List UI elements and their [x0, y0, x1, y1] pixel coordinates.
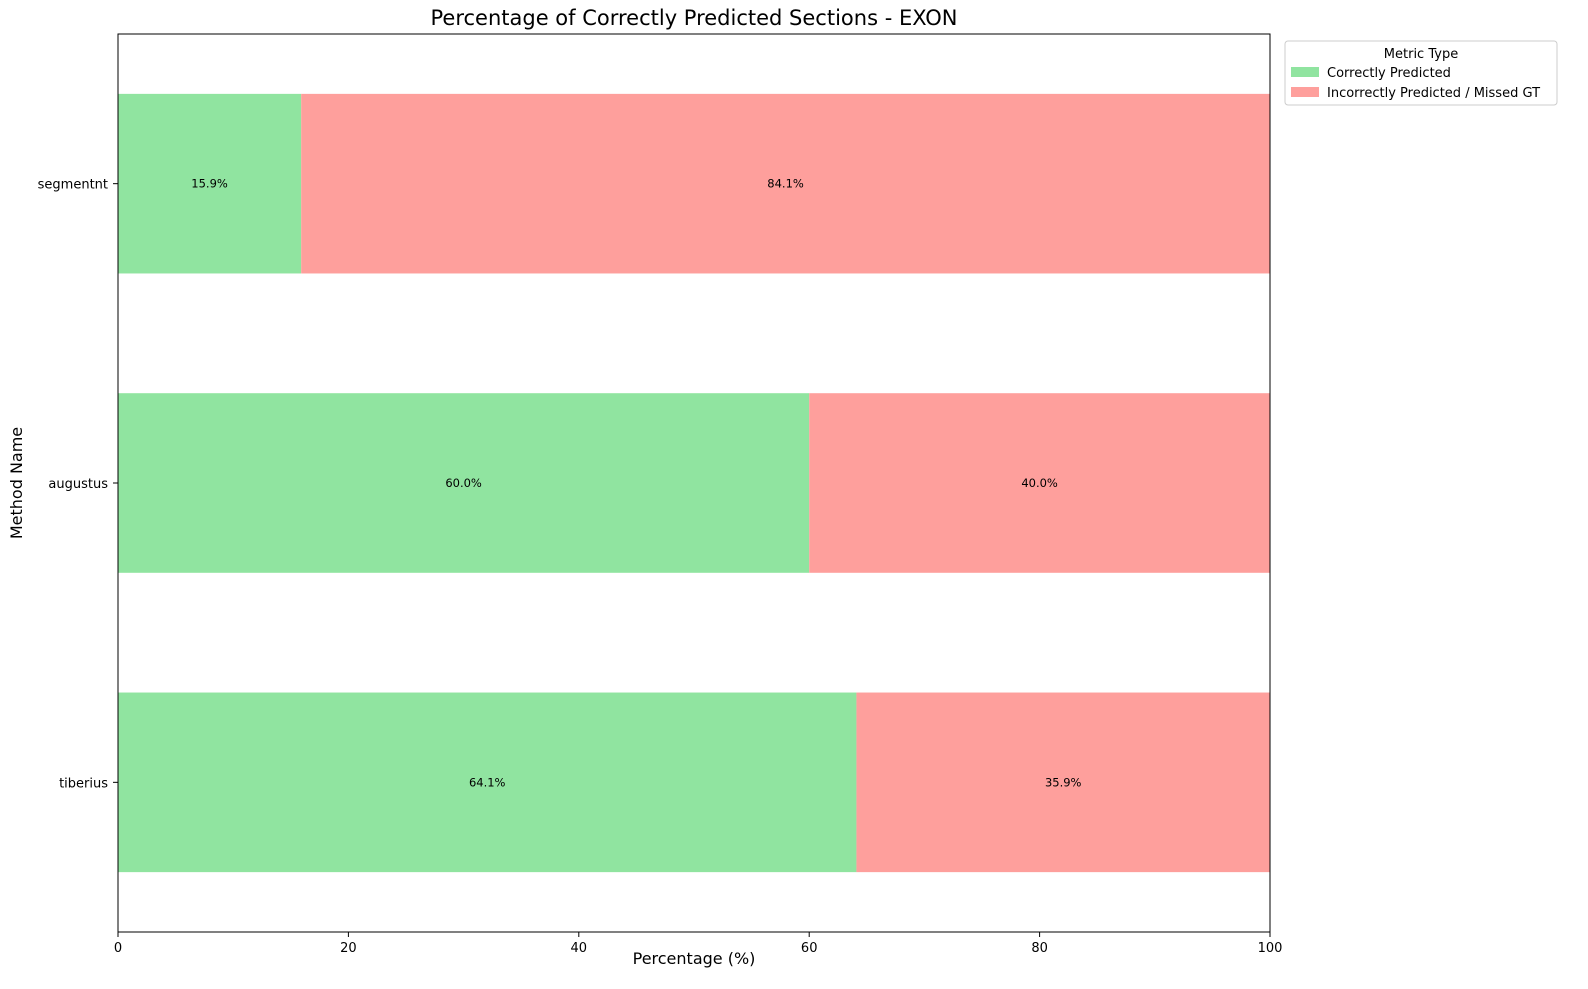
bar-tiberius-incorrect	[856, 692, 1270, 873]
chart-title: Percentage of Correctly Predicted Sectio…	[430, 6, 957, 30]
y-tick-label-augustus: augustus	[48, 477, 108, 492]
legend-swatch-correct	[1291, 67, 1319, 77]
x-tick-label: 100	[1258, 941, 1283, 956]
x-tick-label: 0	[114, 941, 122, 956]
bar-segmentnt-correct	[118, 93, 302, 274]
x-axis: 0 20 40 60 80 100	[114, 932, 1283, 956]
y-tick-label-segmentnt: segmentnt	[38, 178, 108, 193]
bar-segmentnt-incorrect	[301, 93, 1271, 274]
bar-augustus-correct	[118, 393, 810, 573]
x-tick-label: 40	[571, 941, 588, 956]
bar-label-segmentnt-correct: 15.9%	[191, 177, 228, 191]
x-tick-label: 60	[801, 941, 818, 956]
legend: Metric Type Correctly Predicted Incorrect…	[1284, 40, 1558, 106]
bars-group	[118, 93, 1271, 873]
y-tick-label-tiberius: tiberius	[59, 776, 108, 791]
bar-label-tiberius-incorrect: 35.9%	[1045, 775, 1082, 789]
x-axis-label: Percentage (%)	[633, 949, 756, 968]
bar-label-segmentnt-incorrect: 84.1%	[767, 177, 804, 191]
y-axis: segmentnt augustus tiberius	[38, 178, 118, 791]
legend-title: Metric Type	[1384, 47, 1458, 62]
bar-label-augustus-incorrect: 40.0%	[1021, 476, 1058, 490]
y-axis-label: Method Name	[7, 427, 26, 539]
bar-tiberius-correct	[118, 692, 857, 873]
legend-box	[1284, 40, 1558, 106]
bar-labels-group: 15.9% 84.1% 60.0% 40.0% 64.1% 35.9%	[191, 177, 1081, 790]
legend-swatch-incorrect	[1291, 87, 1319, 97]
x-tick-label: 80	[1031, 941, 1048, 956]
legend-items: Correctly Predicted Incorrectly Predicted…	[1291, 66, 1540, 101]
bar-label-augustus-correct: 60.0%	[445, 476, 482, 490]
bar-label-tiberius-correct: 64.1%	[469, 775, 506, 789]
legend-label-correct: Correctly Predicted	[1327, 66, 1451, 81]
bar-augustus-incorrect	[809, 393, 1270, 573]
legend-label-incorrect: Incorrectly Predicted / Missed GT	[1327, 86, 1540, 101]
x-tick-label: 20	[340, 941, 357, 956]
